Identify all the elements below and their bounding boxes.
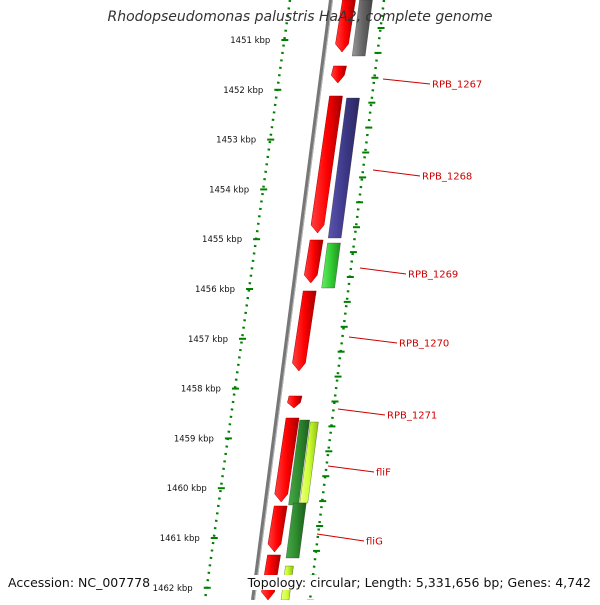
cds-arrow [287, 395, 303, 409]
cds-arrow [292, 290, 317, 372]
kbp-tick-label: 1460 kbp [167, 484, 207, 494]
kbp-tick-label: 1461 kbp [160, 534, 200, 544]
cds-arrow [335, 0, 356, 53]
kbp-tick-label: 1453 kbp [216, 136, 256, 146]
cds-arrow [310, 95, 343, 234]
cog-block [321, 242, 341, 289]
cds-arrow [267, 505, 288, 553]
kbp-tick-label: 1456 kbp [195, 285, 235, 295]
gene-label: RPB_1270 [399, 339, 449, 350]
gene-label: fliG [366, 537, 383, 548]
map-title: Rhodopseudomonas palustris HaA2, complet… [107, 9, 493, 25]
gene-label: fliF [376, 468, 391, 479]
kbp-tick-label: 1457 kbp [188, 335, 228, 345]
backbone-highlight [254, 0, 333, 601]
gene-leader-line [382, 78, 431, 85]
cds-arrow [331, 65, 347, 84]
kbp-tick-label: 1451 kbp [230, 36, 270, 46]
kbp-tick-label: 1455 kbp [202, 235, 242, 245]
kbp-tick-label: 1452 kbp [223, 86, 263, 96]
summary-text: Topology: circular; Length: 5,331,656 bp… [247, 575, 591, 590]
gene-leader-line [327, 465, 375, 473]
cds-arrow [304, 239, 324, 284]
gene-leader-line [348, 336, 398, 344]
gene-label: RPB_1268 [422, 172, 472, 183]
gene-leader-line [337, 408, 386, 416]
gene-leader-line [359, 267, 407, 275]
accession-text: Accession: NC_007778 [8, 575, 151, 590]
gene-label: RPB_1271 [387, 411, 437, 422]
kbp-tick-label: 1459 kbp [174, 434, 214, 444]
gene-leader-line [372, 169, 421, 177]
genome-backbone [251, 0, 333, 601]
gene-label: RPB_1267 [432, 80, 482, 91]
cog-block [285, 502, 307, 559]
cog-block [299, 421, 319, 504]
kbp-tick-label: 1458 kbp [181, 385, 221, 395]
cog-block [351, 0, 373, 57]
cds-arrow [274, 417, 300, 503]
cog-block [327, 97, 360, 239]
gene-label: RPB_1269 [408, 270, 458, 281]
outer-dotted-line [308, 0, 386, 601]
kbp-tick-label: 1454 kbp [209, 185, 249, 195]
gene-leader-line [316, 533, 365, 542]
kbp-tick-label: 1462 kbp [153, 584, 193, 594]
